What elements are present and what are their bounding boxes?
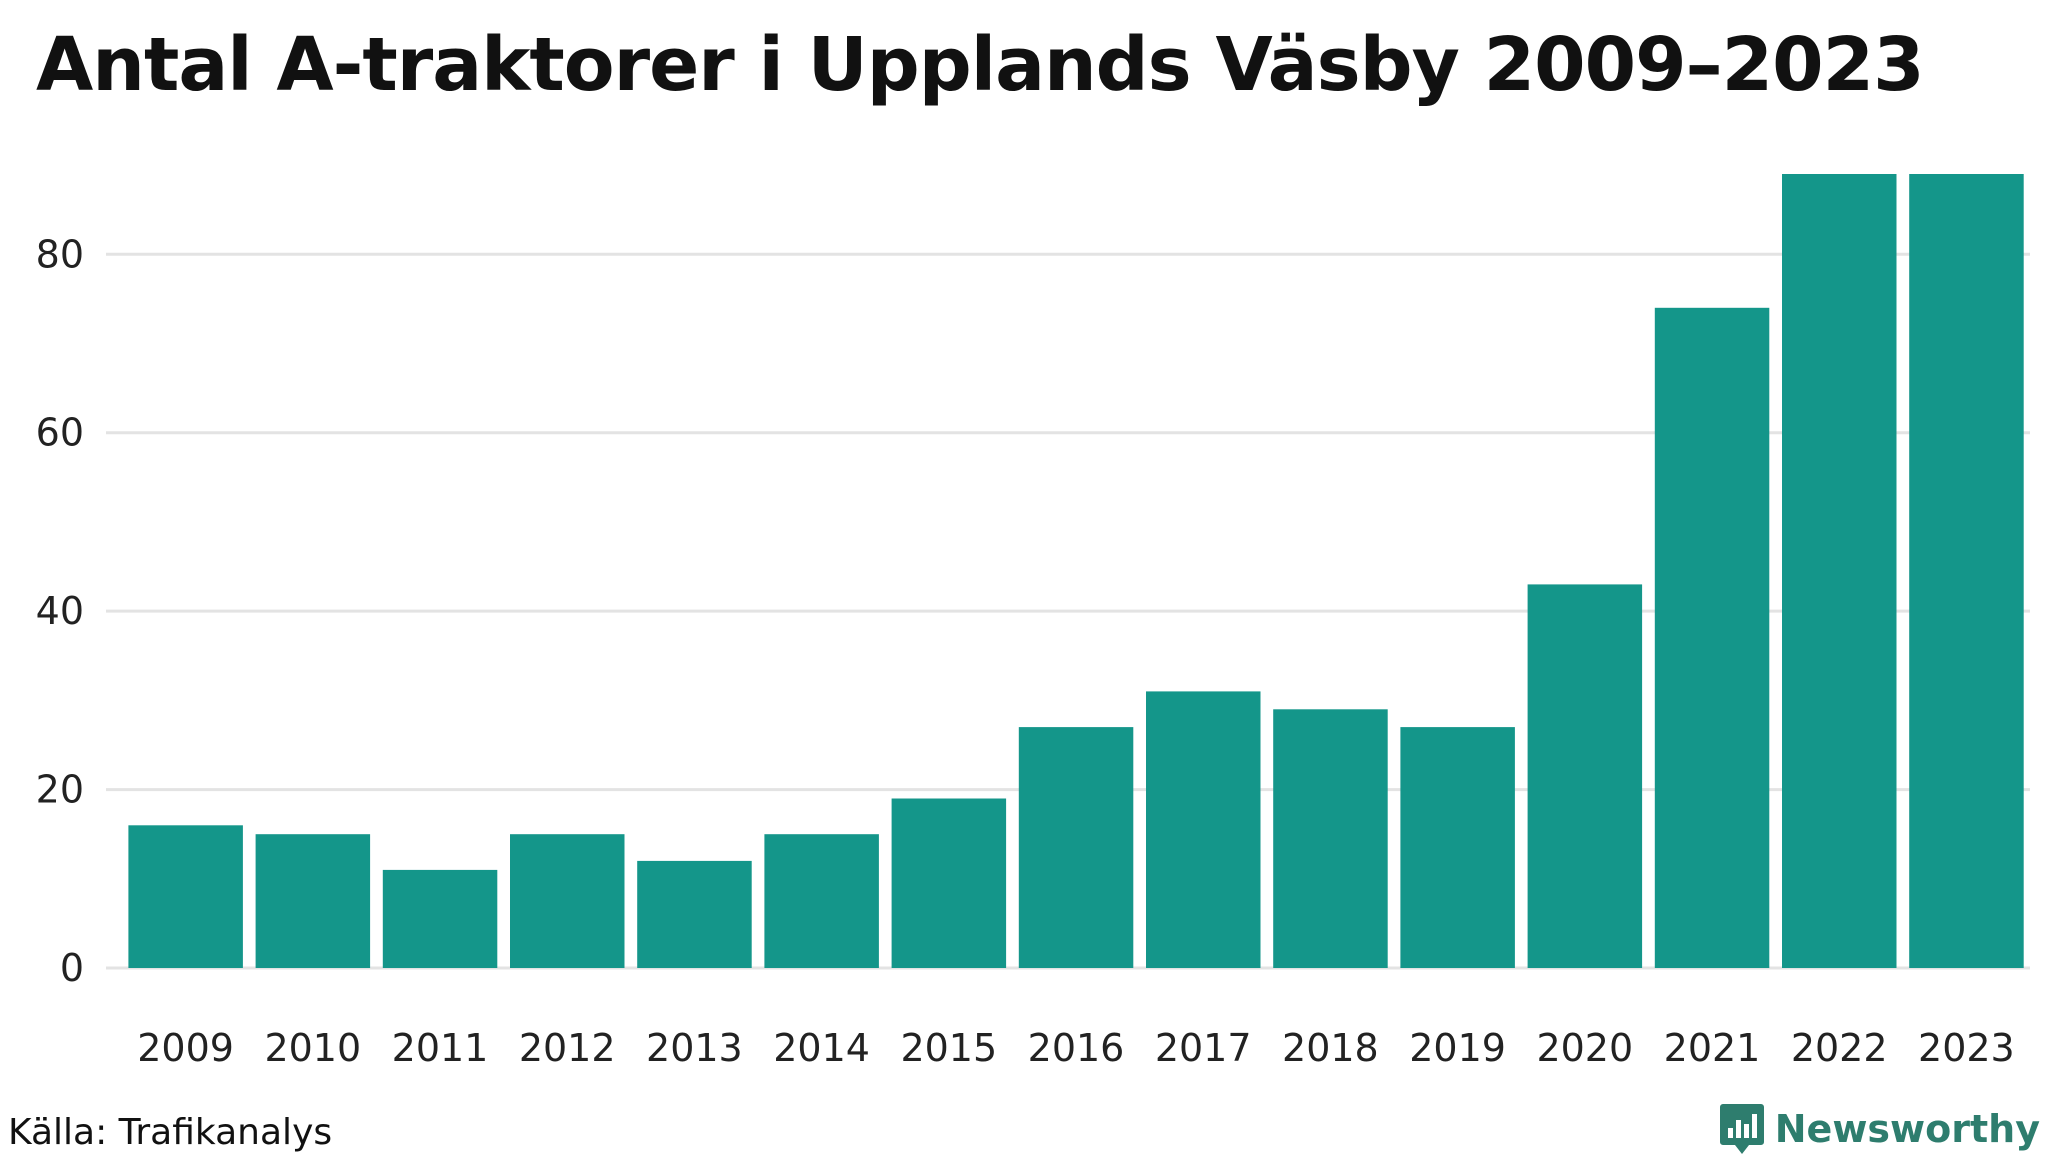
x-tick-label: 2014 (773, 1026, 870, 1070)
x-tick-label: 2015 (900, 1026, 997, 1070)
bar-2010 (255, 834, 371, 968)
x-axis-ticks: 2009 2010 2011 2012 2013 2014 2015 2016 2017 2018… (137, 1026, 2015, 1070)
y-tick-label: 0 (60, 946, 84, 990)
y-tick-label: 40 (36, 589, 84, 633)
bar-2013 (637, 860, 752, 968)
x-tick-label: 2021 (1664, 1026, 1761, 1070)
x-tick-label: 2016 (1028, 1026, 1125, 1070)
bar-2019 (1400, 727, 1515, 968)
x-tick-label: 2009 (137, 1026, 234, 1070)
chart-title: Antal A-traktorer i Upplands Väsby 2009–… (36, 22, 1925, 108)
bar-2011 (382, 869, 498, 968)
bar-2017 (1146, 691, 1261, 968)
bar-2021 (1654, 307, 1770, 968)
x-tick-label: 2018 (1282, 1026, 1379, 1070)
brand-name: Newsworthy (1774, 1107, 2040, 1151)
newsworthy-logo-icon (1719, 1104, 1764, 1154)
x-tick-label: 2019 (1409, 1026, 1506, 1070)
bar-2009 (128, 825, 243, 968)
x-tick-label: 2011 (392, 1026, 489, 1070)
bar-2012 (510, 834, 625, 968)
bar-2015 (891, 798, 1007, 968)
brand[interactable]: Newsworthy (1719, 1102, 2040, 1156)
x-tick-label: 2023 (1918, 1026, 2015, 1070)
x-tick-label: 2020 (1536, 1026, 1633, 1070)
bars (128, 174, 2024, 968)
x-tick-label: 2012 (519, 1026, 616, 1070)
x-tick-label: 2022 (1791, 1026, 1888, 1070)
x-tick-label: 2013 (646, 1026, 743, 1070)
x-tick-label: 2017 (1155, 1026, 1252, 1070)
y-axis-ticks: 0 20 40 60 80 (36, 232, 84, 990)
y-tick-label: 60 (36, 411, 84, 455)
bar-2016 (1018, 727, 1134, 968)
source-note: Källa: Trafikanalys (8, 1112, 333, 1153)
x-tick-label: 2010 (264, 1026, 361, 1070)
bar-2014 (764, 834, 879, 968)
bar-2023 (1909, 174, 2024, 968)
bar-2020 (1527, 584, 1643, 968)
bar-2018 (1273, 709, 1388, 968)
y-tick-label: 80 (36, 232, 84, 276)
bar-2022 (1782, 174, 1897, 968)
y-tick-label: 20 (36, 768, 84, 812)
